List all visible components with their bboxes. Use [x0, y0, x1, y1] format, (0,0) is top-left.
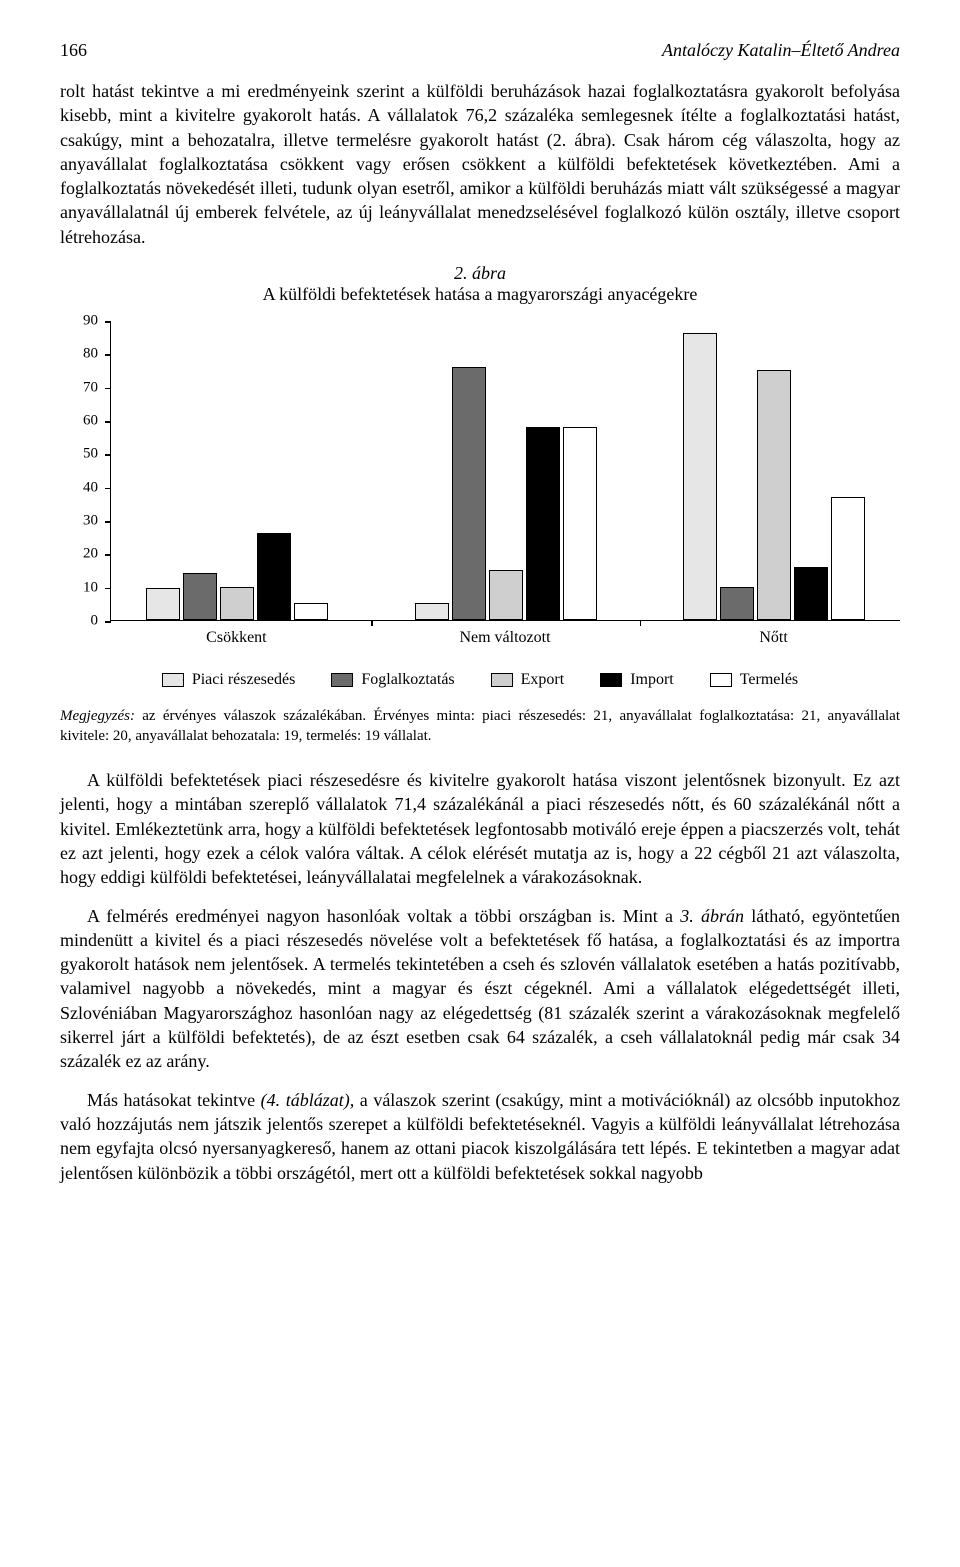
chart-note: Megjegyzés: az érvényes válaszok százalé… [60, 707, 900, 746]
page-number: 166 [60, 40, 87, 61]
bar [220, 587, 254, 620]
plot-area [110, 321, 900, 621]
y-tick-label: 80 [60, 346, 98, 363]
y-tick-label: 90 [60, 313, 98, 330]
paragraph-1: rolt hatást tekintve a mi eredményeink s… [60, 79, 900, 249]
paragraph-2: A külföldi befektetések piaci részesedés… [60, 768, 900, 889]
bar [683, 333, 717, 620]
legend-label: Piaci részesedés [192, 671, 296, 689]
y-tick-label: 70 [60, 379, 98, 396]
figure-title: A külföldi befektetések hatása a magyaro… [60, 284, 900, 305]
legend-swatch [491, 673, 513, 687]
y-axis: 0102030405060708090 [60, 321, 104, 621]
bar [757, 370, 791, 620]
y-tick-label: 20 [60, 546, 98, 563]
bar [257, 533, 291, 620]
y-tick-label: 50 [60, 446, 98, 463]
p3-part-c: látható, egyöntetűen mindenütt a kivitel… [60, 906, 900, 1072]
y-tick-mark [105, 454, 111, 456]
x-axis-label: Csökkent [206, 629, 266, 647]
y-tick-mark [105, 321, 111, 323]
bar [452, 367, 486, 620]
x-axis-label: Nőtt [759, 629, 787, 647]
p3-part-a: A felmérés eredményei nagyon hasonlóak v… [87, 906, 680, 926]
header-authors: Antalóczy Katalin–Éltető Andrea [662, 40, 900, 61]
paragraph-3: A felmérés eredményei nagyon hasonlóak v… [60, 904, 900, 1074]
bar-group [146, 533, 328, 620]
legend-label: Foglalkoztatás [361, 671, 454, 689]
bar [415, 603, 449, 620]
bar [146, 588, 180, 620]
bar-group [683, 333, 865, 620]
note-text: az érvényes válaszok százalékában. Érvén… [60, 708, 900, 744]
y-tick-mark [105, 488, 111, 490]
bar [526, 427, 560, 620]
y-tick-mark [105, 521, 111, 523]
p4-part-b-italic: (4. táblázat), [261, 1090, 355, 1110]
bar [489, 570, 523, 620]
legend-item: Termelés [710, 671, 798, 689]
y-tick-mark [105, 588, 111, 590]
y-tick-mark [105, 421, 111, 423]
legend-label: Export [521, 671, 565, 689]
legend-item: Import [600, 671, 674, 689]
bar [563, 427, 597, 620]
chart: 0102030405060708090 CsökkentNem változot… [60, 321, 900, 661]
y-tick-label: 10 [60, 579, 98, 596]
y-tick-mark [105, 554, 111, 556]
y-tick-mark [105, 388, 111, 390]
legend-swatch [600, 673, 622, 687]
legend-swatch [710, 673, 732, 687]
y-tick-label: 60 [60, 413, 98, 430]
bar-group [415, 367, 597, 620]
legend-label: Termelés [740, 671, 798, 689]
bar [294, 603, 328, 620]
y-tick-label: 0 [60, 613, 98, 630]
legend-item: Piaci részesedés [162, 671, 296, 689]
legend-swatch [162, 673, 184, 687]
p4-part-a: Más hatásokat tekintve [87, 1090, 261, 1110]
note-label: Megjegyzés: [60, 708, 135, 724]
legend-item: Export [491, 671, 565, 689]
y-tick-label: 30 [60, 513, 98, 530]
chart-legend: Piaci részesedés Foglalkoztatás Export Impo… [60, 671, 900, 689]
legend-swatch [331, 673, 353, 687]
bar [794, 567, 828, 620]
legend-item: Foglalkoztatás [331, 671, 454, 689]
page-container: 166 Antalóczy Katalin–Éltető Andrea rolt… [0, 0, 960, 1239]
figure-label: 2. ábra [60, 263, 900, 284]
bar [831, 497, 865, 620]
bar [183, 573, 217, 620]
y-tick-mark [105, 354, 111, 356]
bar [720, 587, 754, 620]
x-axis-label: Nem változott [459, 629, 550, 647]
running-header: 166 Antalóczy Katalin–Éltető Andrea [60, 40, 900, 61]
legend-label: Import [630, 671, 674, 689]
p3-part-b-italic: 3. ábrán [680, 906, 744, 926]
y-tick-label: 40 [60, 479, 98, 496]
figure-caption: 2. ábra A külföldi befektetések hatása a… [60, 263, 900, 305]
x-axis-labels: Csökkent Nem változott Nőtt [110, 621, 900, 661]
paragraph-4: Más hatásokat tekintve (4. táblázat), a … [60, 1088, 900, 1185]
